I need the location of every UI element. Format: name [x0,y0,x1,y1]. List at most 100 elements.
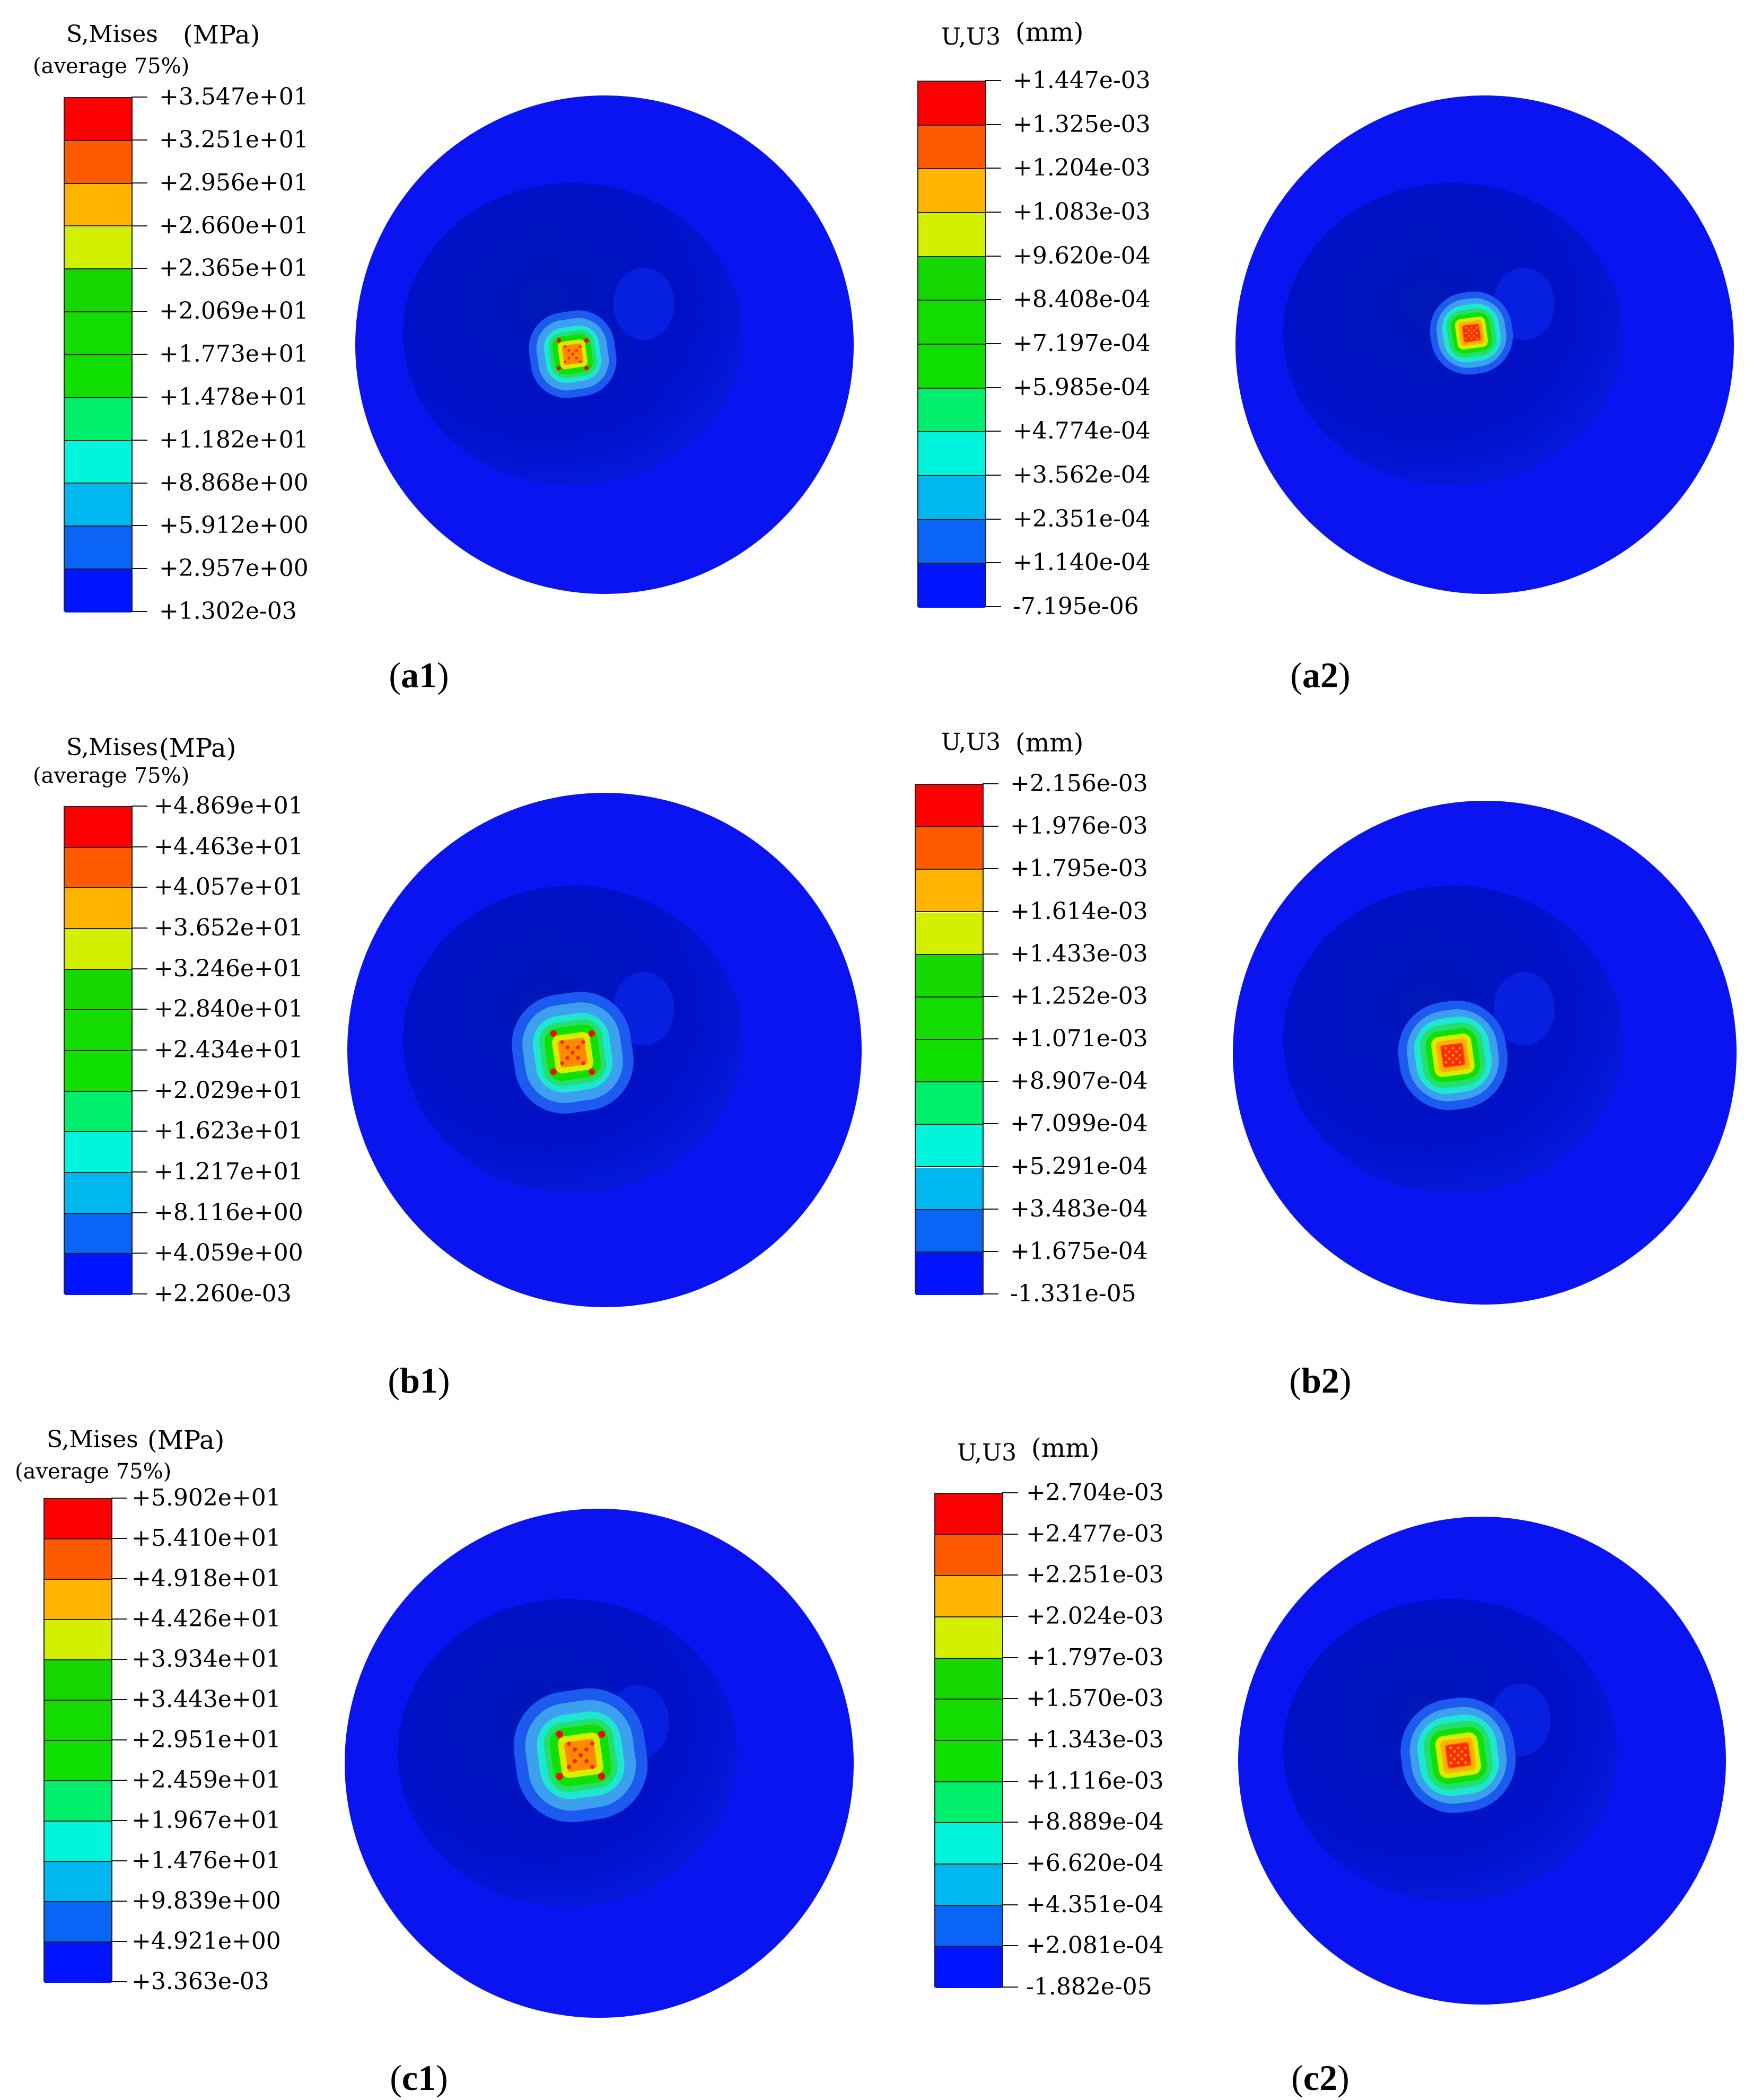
color-bar-segment [918,257,985,301]
legend-value: +4.918e+01 [132,1565,281,1592]
color-bar-segment [45,1902,111,1942]
color-bar-segment [916,827,983,870]
legend-tick [985,168,1001,169]
legend-value: +2.156e-03 [1010,770,1148,797]
mesh-dot [1465,332,1467,334]
color-bar-segment [45,1620,111,1660]
legend-tick [983,783,998,784]
mesh-dot [1460,1750,1463,1753]
legend-value: +4.426e+01 [132,1605,281,1632]
corner-max [584,338,589,343]
legend-value: +3.251e+01 [159,126,309,153]
mesh-dot [1470,332,1472,334]
mesh-dot [576,1056,580,1060]
legend-tick [1002,1698,1018,1700]
legend-value: +2.704e-03 [1026,1479,1164,1506]
legend-value: +8.889e-04 [1026,1808,1164,1836]
color-bar-segment [45,1862,111,1902]
color-bar-segment [916,955,983,998]
mesh-dot [1473,329,1475,331]
legend-value: +1.343e-03 [1026,1726,1164,1753]
legend-tick [132,806,147,807]
legend-title: U,U3 [941,729,1001,756]
mesh-dot [1455,1050,1458,1053]
color-bar-segment [45,1822,111,1862]
panel-caption: (c2) [1291,2058,1349,2098]
legend-value: +1.140e-04 [1013,549,1151,576]
legend-tick [1002,1987,1018,1988]
color-bar-segment [45,1499,111,1539]
color-bar-segment [45,1701,111,1741]
legend-tick [132,525,147,527]
legend-value: +1.071e-03 [1010,1025,1148,1052]
bowl-highlight [1493,972,1555,1046]
legend-value: +1.570e-03 [1026,1685,1164,1712]
legend-value: -7.195e-06 [1013,593,1139,620]
legend-title: S,Mises [66,21,158,48]
mesh-dot [1460,1757,1463,1761]
mesh-dot [1465,327,1467,329]
color-bar-segment [918,169,985,213]
legend-tick [132,1131,147,1132]
color-bar-segment [935,1700,1002,1741]
legend-subtitle: (average 75%) [33,54,190,78]
legend-value: +8.116e+00 [154,1198,303,1226]
legend-value: +4.774e-04 [1013,417,1151,445]
legend-tick [111,1538,127,1539]
legend-tick [111,1699,127,1700]
mesh-dot [573,1759,577,1763]
color-bar-segment [65,226,132,270]
legend-tick [132,439,147,441]
mesh-dot [1464,1761,1467,1764]
mesh-dot [1468,329,1470,331]
legend-value: +1.773e+01 [159,340,309,368]
mesh-dot [1451,1047,1454,1050]
legend-value: +1.623e+01 [154,1117,303,1145]
color-bar-segment [916,785,983,828]
legend-value: +2.957e+00 [159,555,309,582]
legend-tick [985,606,1001,607]
corner-max [598,1773,606,1780]
color-bar-segment [65,141,132,184]
color-bar-segment [918,213,985,257]
mesh-dot [1449,1761,1452,1764]
legend-value: +1.182e+01 [159,426,309,453]
caption-letter: b [400,1360,420,1401]
legend-tick [132,611,147,612]
color-bar-segment [935,1617,1002,1659]
color-bar-segment [45,1781,111,1822]
legend-value: +1.325e-03 [1013,110,1151,138]
contour-plot [1235,95,1734,594]
legend-value: +5.291e-04 [1010,1152,1148,1180]
mesh-dot [567,1742,571,1746]
mesh-dot [576,1045,580,1049]
color-bar-segment [65,847,132,889]
legend-value: +3.363e-03 [132,1968,269,1995]
legend-value: +2.251e-03 [1026,1561,1164,1589]
color-bar-segment [65,1213,132,1255]
mesh-dot [1465,337,1467,339]
color-bar-segment [918,476,985,520]
color-bar-segment [935,1658,1002,1700]
legend-value: +9.839e+00 [132,1887,281,1914]
mesh-dot [1457,1754,1460,1757]
color-bar-segment [916,1082,983,1125]
mesh-dot [567,356,571,360]
legend-tick [132,1090,147,1091]
color-bar [43,1498,112,1983]
legend-title: U,U3 [941,23,1001,50]
corner-max [550,1069,557,1075]
legend-tick [132,311,147,312]
legend-value: +4.059e+00 [154,1239,303,1267]
contour-plot [347,793,862,1307]
mesh-dot [573,1747,577,1752]
legend-tick [985,387,1001,388]
color-bar-segment [916,997,983,1040]
caption-number: 2 [1319,2058,1338,2098]
legend-tick [132,1171,147,1172]
legend-value: +1.795e-03 [1010,855,1148,882]
caption-number: 2 [1320,655,1338,695]
legend-tick [132,268,147,269]
legend-value: +1.675e-04 [1010,1237,1148,1265]
legend-value: +5.410e+01 [132,1525,281,1552]
